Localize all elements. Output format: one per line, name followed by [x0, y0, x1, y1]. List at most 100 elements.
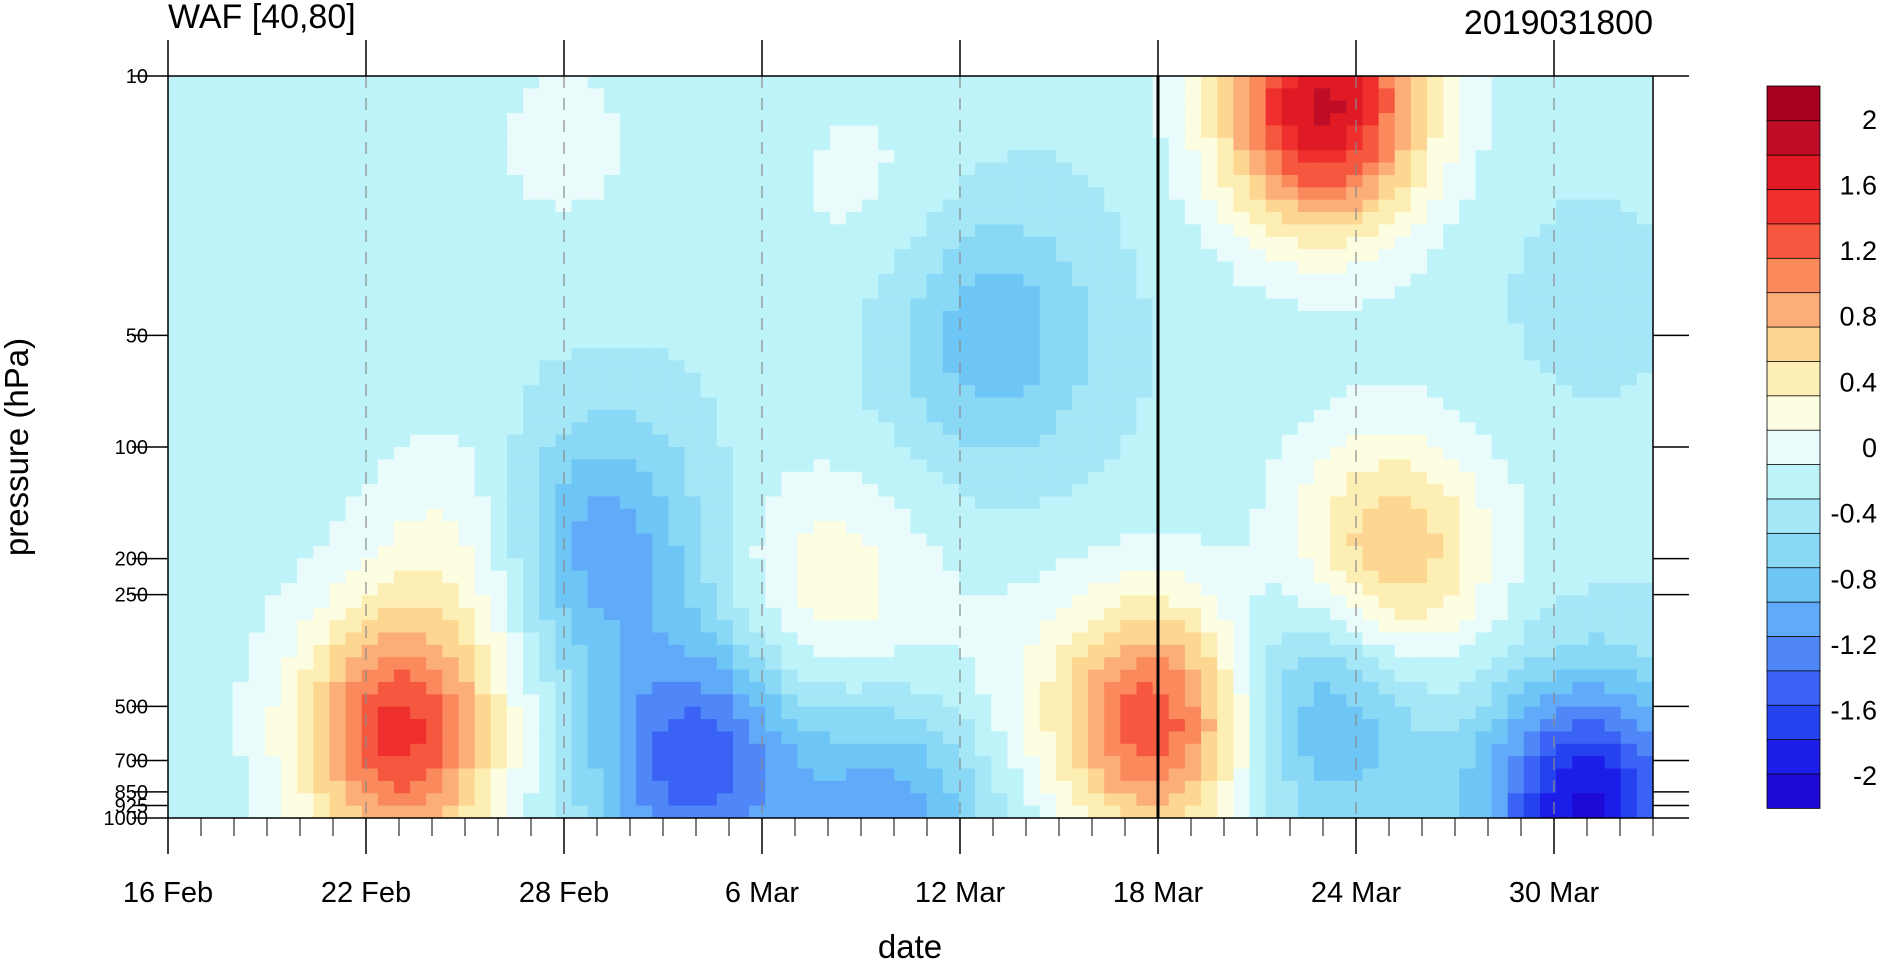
heatmap-cell — [1088, 558, 1105, 572]
heatmap-cell — [393, 212, 411, 225]
heatmap-cell — [232, 521, 250, 535]
heatmap-cell — [1427, 694, 1444, 708]
heatmap-cell — [1184, 397, 1202, 411]
heatmap-cell — [506, 76, 524, 89]
heatmap-cell — [975, 644, 992, 658]
heatmap-cell — [797, 323, 815, 337]
heatmap-cell — [1217, 323, 1234, 337]
heatmap-cell — [571, 793, 589, 807]
heatmap-cell — [862, 323, 879, 337]
heatmap-cell — [297, 286, 314, 300]
heatmap-cell — [426, 125, 443, 139]
heatmap-cell — [1346, 187, 1364, 201]
heatmap-cell — [329, 731, 347, 745]
heatmap-cell — [264, 607, 282, 621]
heatmap-cell — [1475, 731, 1493, 745]
heatmap-cell — [587, 731, 605, 745]
heatmap-cell — [926, 434, 944, 448]
heatmap-cell — [232, 471, 250, 485]
heatmap-cell — [232, 607, 250, 621]
heatmap-cell — [797, 471, 815, 485]
heatmap-cell — [1459, 632, 1477, 646]
heatmap-cell — [910, 286, 928, 300]
heatmap-cell — [426, 273, 443, 287]
heatmap-cell — [280, 805, 298, 818]
heatmap-cell — [603, 545, 621, 559]
heatmap-cell — [1152, 385, 1170, 399]
heatmap-cell — [377, 558, 395, 572]
heatmap-cell — [781, 508, 799, 522]
heatmap-cell — [345, 125, 363, 139]
heatmap-cell — [1007, 298, 1025, 312]
heatmap-cell — [636, 694, 653, 708]
heatmap-cell — [571, 607, 589, 621]
heatmap-cell — [200, 113, 218, 127]
heatmap-cell — [313, 521, 331, 535]
heatmap-cell — [926, 360, 944, 374]
heatmap-cell — [1136, 224, 1154, 238]
heatmap-cell — [668, 249, 686, 263]
heatmap-cell — [458, 385, 476, 399]
heatmap-cell — [313, 249, 331, 263]
heatmap-cell — [1104, 187, 1121, 201]
heatmap-cell — [894, 212, 912, 225]
heatmap-cell — [184, 236, 201, 250]
heatmap-cell — [1249, 236, 1267, 250]
heatmap-cell — [200, 447, 218, 460]
heatmap-cell — [1427, 570, 1444, 584]
heatmap-cell — [1297, 644, 1315, 658]
heatmap-cell — [797, 793, 815, 807]
heatmap-cell — [1281, 484, 1299, 498]
heatmap-cell — [248, 397, 266, 411]
heatmap-cell — [862, 471, 879, 485]
heatmap-cell — [1378, 236, 1396, 250]
heatmap-cell — [958, 434, 976, 448]
heatmap-cell — [749, 521, 766, 535]
heatmap-cell — [636, 484, 653, 498]
heatmap-cell — [539, 125, 556, 139]
heatmap-cell — [1152, 768, 1170, 782]
heatmap-cell — [1201, 187, 1218, 201]
heatmap-cell — [1443, 681, 1460, 695]
heatmap-cell — [571, 249, 589, 263]
heatmap-cell — [490, 335, 508, 349]
heatmap-cell — [975, 570, 992, 584]
heatmap-cell — [1104, 125, 1121, 139]
heatmap-cell — [878, 422, 895, 436]
heatmap-cell — [232, 805, 250, 818]
heatmap-cell — [975, 162, 992, 176]
heatmap-cell — [587, 137, 605, 151]
heatmap-cell — [361, 768, 379, 782]
heatmap-cell — [1297, 409, 1315, 423]
heatmap-cell — [652, 360, 669, 374]
heatmap-cell — [862, 76, 879, 89]
heatmap-cell — [1104, 459, 1121, 473]
heatmap-cell — [975, 595, 992, 609]
heatmap-cell — [942, 249, 960, 263]
heatmap-cell — [1394, 298, 1412, 312]
heatmap-cell — [1443, 793, 1460, 807]
heatmap-cell — [248, 273, 266, 287]
heatmap-cell — [426, 372, 443, 386]
heatmap-cell — [1168, 174, 1186, 188]
heatmap-cell — [894, 484, 912, 498]
heatmap-cell — [168, 236, 185, 250]
heatmap-cell — [426, 805, 443, 818]
heatmap-cell — [878, 607, 895, 621]
heatmap-cell — [684, 298, 702, 312]
heatmap-cell — [975, 607, 992, 621]
heatmap-cell — [797, 583, 815, 596]
heatmap-cell — [313, 595, 331, 609]
heatmap-cell — [1201, 558, 1218, 572]
heatmap-cell — [1152, 533, 1170, 547]
heatmap-cell — [958, 533, 976, 547]
heatmap-cell — [232, 669, 250, 683]
heatmap-cell — [845, 113, 863, 127]
heatmap-cell — [1346, 360, 1364, 374]
heatmap-cell — [523, 137, 540, 151]
heatmap-cell — [410, 137, 427, 151]
heatmap-cell — [1120, 249, 1138, 263]
heatmap-cell — [168, 706, 185, 720]
heatmap-cell — [410, 471, 427, 485]
heatmap-cell — [1217, 385, 1234, 399]
